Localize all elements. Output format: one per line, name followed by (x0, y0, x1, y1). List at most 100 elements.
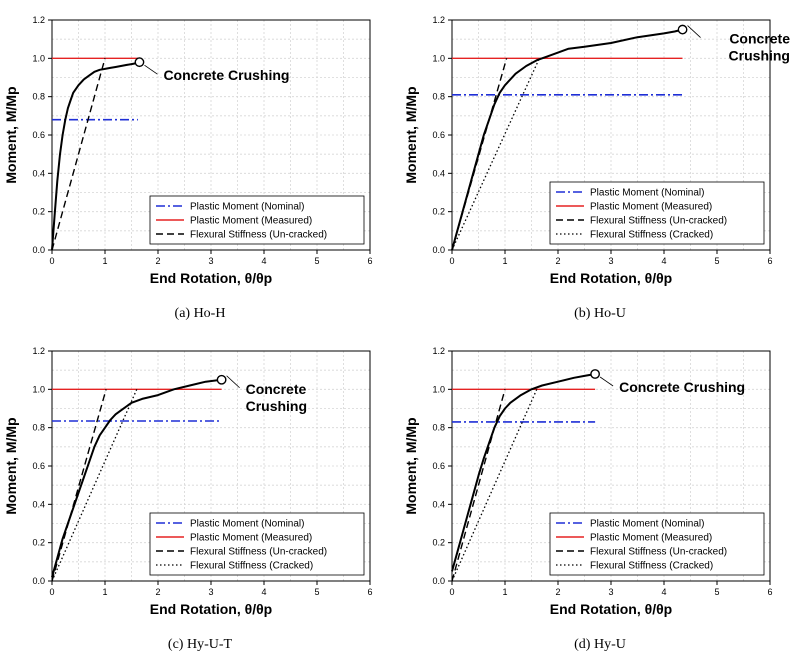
measured-moment-line (451, 28, 683, 251)
chart-caption: (b) Ho-U (574, 306, 626, 321)
x-tick-label: 2 (155, 256, 160, 266)
legend: Plastic Moment (Nominal) Plastic Moment (… (549, 512, 765, 576)
legend-label: Flexural Stiffness (Un-cracked) (590, 547, 727, 558)
y-axis-title: Moment, M/Mp (3, 417, 19, 514)
y-tick-label: 0.8 (32, 423, 45, 433)
x-axis-title: End Rotation, θ/θp (150, 601, 272, 617)
annotation-leader (687, 25, 701, 38)
series-line (51, 389, 138, 582)
x-tick-label: 6 (367, 256, 372, 266)
x-tick-label: 1 (502, 256, 507, 266)
legend: Plastic Moment (Nominal) Plastic Moment (… (149, 195, 365, 245)
series-line (451, 58, 540, 251)
chart-panel-ho-h: 0 1 2 3 4 5 6 0.0 0.2 0.4 0.6 0.8 1.0 1.2 End Rotation… (0, 0, 400, 330)
annotation-leader (599, 376, 614, 387)
y-tick-label: 1.0 (432, 384, 445, 394)
x-tick-label: 0 (449, 256, 454, 266)
y-tick-label: 0.2 (432, 538, 445, 548)
x-tick-label: 0 (449, 587, 454, 597)
legend-label: Plastic Moment (Measured) (590, 202, 712, 213)
y-tick-label: 0.6 (32, 461, 45, 471)
x-tick-label: 3 (208, 256, 213, 266)
x-tick-label: 5 (714, 256, 719, 266)
x-tick-label: 3 (608, 587, 613, 597)
x-tick-label: 2 (155, 587, 160, 597)
x-tick-label: 1 (502, 587, 507, 597)
y-tick-label: 0.4 (432, 499, 445, 509)
legend-label: Flexural Stiffness (Un-cracked) (190, 230, 327, 241)
y-tick-label: 1.0 (32, 53, 45, 63)
x-tick-label: 5 (314, 587, 319, 597)
chart-panel-hy-u-t: 0 1 2 3 4 5 6 0.0 0.2 0.4 0.6 0.8 1.0 1.2 End Rotation… (0, 331, 400, 661)
concrete-crushing-marker (677, 24, 688, 35)
series-line (51, 389, 107, 582)
concrete-crushing-marker (590, 369, 601, 379)
annotation-leader (144, 64, 158, 75)
series-line (51, 58, 106, 251)
x-tick-label: 5 (714, 587, 719, 597)
legend-label: Flexural Stiffness (Un-cracked) (590, 216, 727, 227)
x-tick-label: 3 (608, 256, 613, 266)
x-tick-label: 4 (261, 587, 266, 597)
legend-label: Flexural Stiffness (Cracked) (190, 561, 313, 572)
y-axis-title: Moment, M/Mp (403, 86, 419, 183)
chart-caption: (a) Ho-H (174, 306, 226, 321)
y-axis-title: Moment, M/Mp (403, 417, 419, 514)
chart-caption: (c) Hy-U-T (167, 637, 233, 652)
legend-label: Plastic Moment (Nominal) (190, 519, 304, 530)
x-tick-label: 6 (367, 587, 372, 597)
y-tick-label: 1.0 (432, 53, 445, 63)
y-tick-label: 0.4 (32, 168, 45, 178)
annotation-text: Concrete (246, 381, 307, 397)
y-tick-label: 0.0 (432, 245, 445, 255)
y-tick-label: 0.8 (432, 423, 445, 433)
x-tick-label: 1 (102, 256, 107, 266)
x-tick-label: 4 (261, 256, 266, 266)
chart-caption: (d) Hy-U (574, 637, 626, 652)
legend-label: Plastic Moment (Nominal) (590, 188, 704, 199)
x-axis-title: End Rotation, θ/θp (550, 601, 672, 617)
y-tick-label: 0.6 (432, 130, 445, 140)
y-tick-label: 0.8 (32, 92, 45, 102)
chart-svg: 0 1 2 3 4 5 6 0.0 0.2 0.4 0.6 0.8 1.0 1.2 End Rotation… (3, 15, 373, 286)
y-tick-label: 0.2 (32, 207, 45, 217)
chart-panel-ho-u: 0 1 2 3 4 5 6 0.0 0.2 0.4 0.6 0.8 1.0 1.2 End Rotation… (400, 0, 800, 330)
y-tick-label: 1.0 (32, 384, 45, 394)
legend-label: Plastic Moment (Nominal) (590, 519, 704, 530)
y-tick-label: 1.2 (432, 15, 445, 25)
legend: Plastic Moment (Nominal) Plastic Moment (… (549, 181, 765, 245)
annotation-text: Concrete (729, 31, 790, 47)
y-tick-label: 1.2 (432, 346, 445, 356)
measured-moment-line (51, 61, 140, 251)
annotation-leader (226, 375, 240, 389)
x-tick-label: 3 (208, 587, 213, 597)
x-tick-label: 0 (49, 587, 54, 597)
concrete-crushing-marker (134, 57, 145, 68)
legend-label: Plastic Moment (Nominal) (190, 202, 304, 213)
x-tick-label: 4 (661, 256, 666, 266)
y-tick-label: 1.2 (32, 15, 45, 25)
legend-label: Flexural Stiffness (Un-cracked) (190, 547, 327, 558)
y-tick-label: 0.2 (432, 207, 445, 217)
x-axis-title: End Rotation, θ/θp (150, 270, 272, 286)
legend-box (149, 512, 365, 576)
chart-svg: 0 1 2 3 4 5 6 0.0 0.2 0.4 0.6 0.8 1.0 1.2 End Rotation… (3, 346, 373, 617)
series-line (451, 389, 506, 582)
chart-panel-hy-u: 0 1 2 3 4 5 6 0.0 0.2 0.4 0.6 0.8 1.0 1.2 End Rotation… (400, 331, 800, 661)
y-tick-label: 0.0 (32, 576, 45, 586)
chart-svg: 0 1 2 3 4 5 6 0.0 0.2 0.4 0.6 0.8 1.0 1.2 End Rotation… (403, 346, 773, 617)
x-tick-label: 2 (555, 256, 560, 266)
y-tick-label: 0.0 (32, 245, 45, 255)
measured-moment-line (451, 373, 596, 572)
y-tick-label: 1.2 (32, 346, 45, 356)
y-tick-label: 0.8 (432, 92, 445, 102)
x-axis-title: End Rotation, θ/θp (550, 270, 672, 286)
legend-label: Flexural Stiffness (Cracked) (590, 230, 713, 241)
annotation-text: Concrete Crushing (163, 67, 289, 83)
x-tick-label: 0 (49, 256, 54, 266)
measured-moment-line (51, 378, 222, 578)
x-tick-label: 6 (767, 587, 772, 597)
legend-box (549, 512, 765, 576)
y-tick-label: 0.6 (432, 461, 445, 471)
x-tick-label: 5 (314, 256, 319, 266)
